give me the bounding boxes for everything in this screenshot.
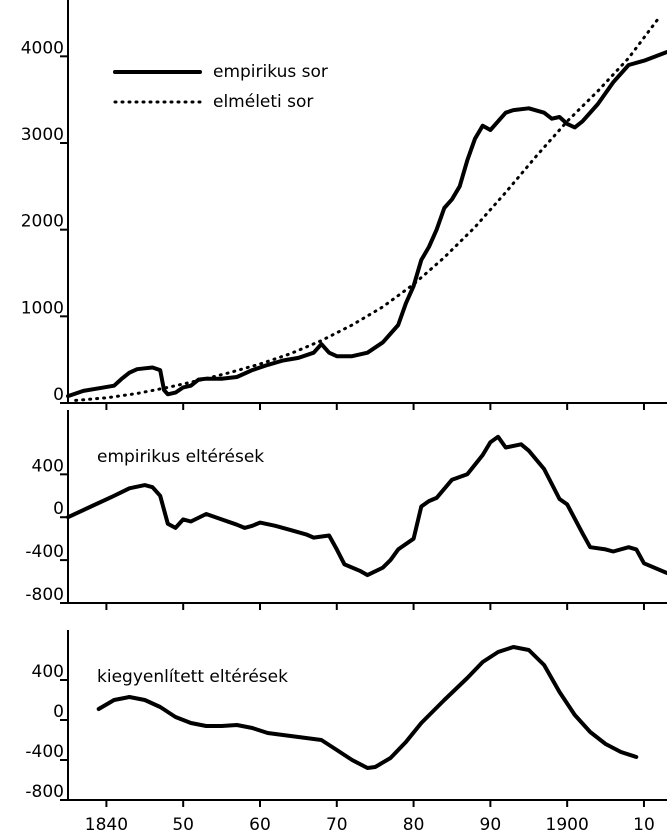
legend-label: empirikus sor [213,62,328,82]
y-tick-label: -800 [25,585,64,605]
y-tick-label: 0 [53,385,64,405]
y-tick-label: 400 [32,662,64,682]
x-tick-label: 70 [326,815,348,835]
data-line [66,434,667,578]
y-tick-label: 2000 [21,212,64,232]
y-tick-label: -800 [25,782,64,802]
y-tick-label: 1000 [21,298,64,318]
x-tick-label: 80 [403,815,425,835]
legend-label: elméleti sor [213,92,313,112]
y-tick-label: 400 [32,456,64,476]
y-tick-label: 0 [53,702,64,722]
y-tick-label: 3000 [21,125,64,145]
panel-label: kiegyenlített eltérések [97,667,288,687]
y-tick-label: 4000 [21,38,64,58]
data-line [74,15,661,402]
x-tick-label: 90 [480,815,502,835]
x-tick-label: 1840 [85,815,128,835]
x-tick-label: 50 [172,815,194,835]
x-tick-label: 60 [249,815,271,835]
x-tick-label: 1900 [546,815,589,835]
y-tick-label: 0 [53,499,64,519]
data-line [66,50,667,399]
x-tick-label: 10 [633,815,655,835]
data-line [96,645,639,770]
panel-label: empirikus eltérések [97,447,264,467]
y-tick-label: -400 [25,542,64,562]
y-tick-label: -400 [25,742,64,762]
